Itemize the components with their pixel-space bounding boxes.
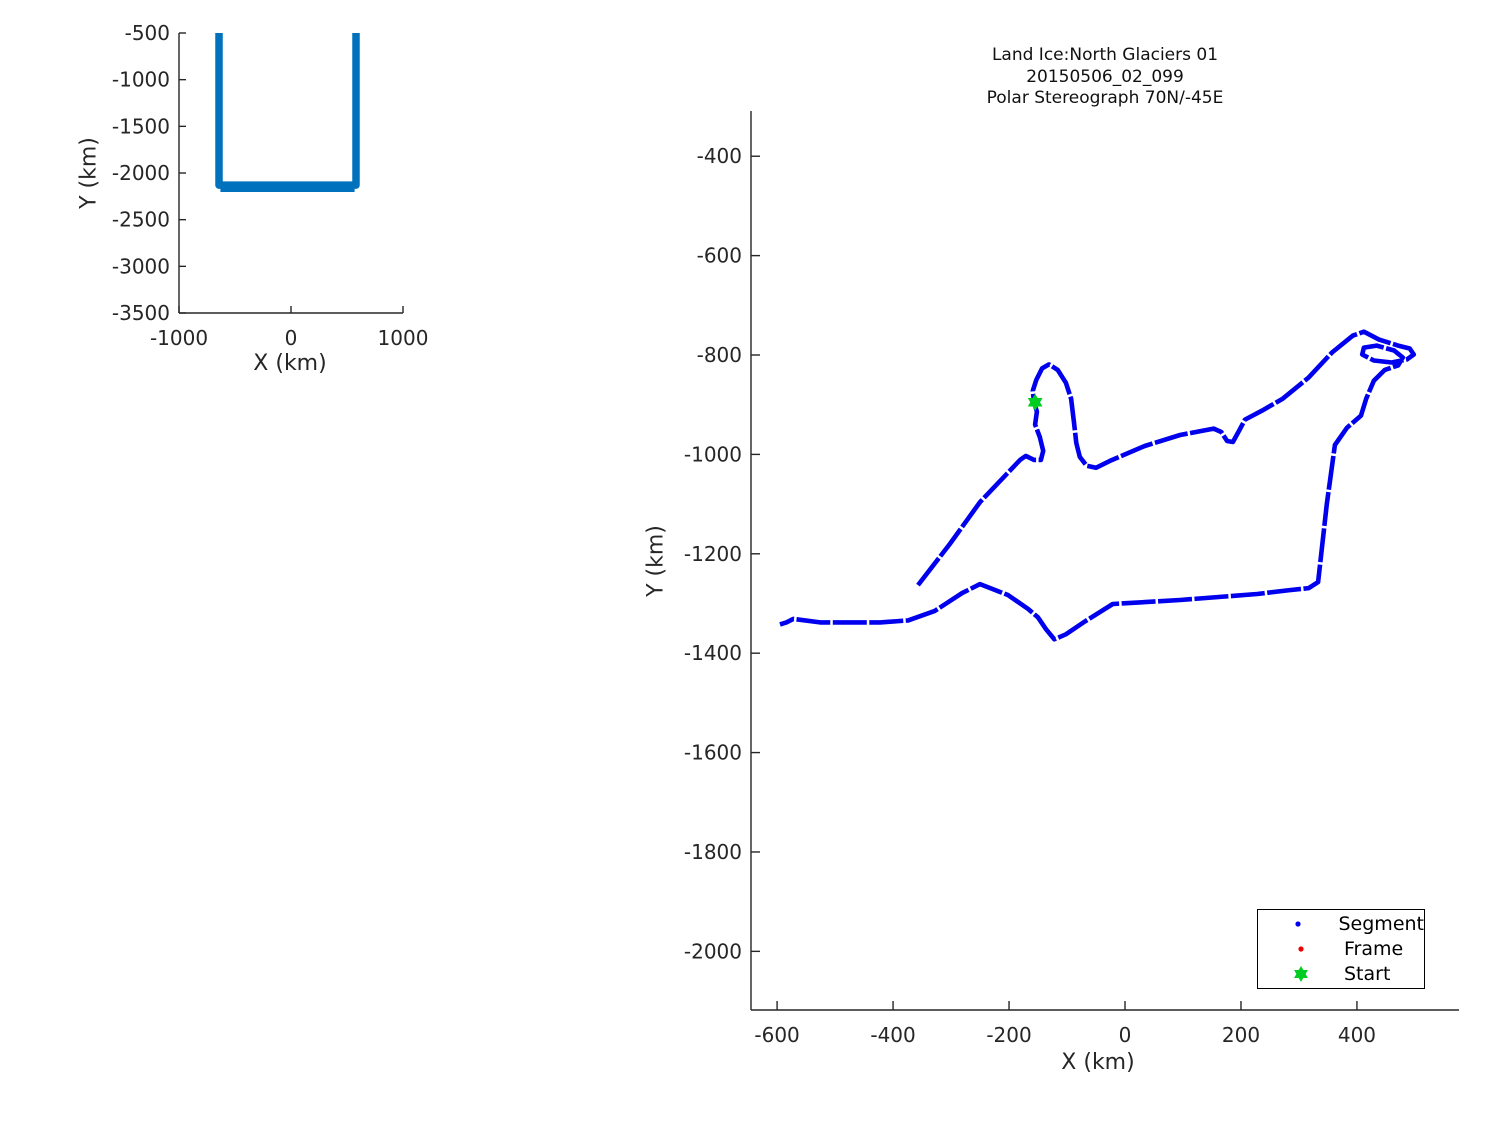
y-tick-label: -1000 xyxy=(112,68,170,92)
x-tick-label: 400 xyxy=(1338,1023,1376,1047)
frame-dot-icon xyxy=(1298,946,1304,952)
y-tick-label: -2500 xyxy=(112,208,170,232)
legend-label-segment: Segment xyxy=(1338,913,1425,936)
x-tick-label: -600 xyxy=(754,1023,799,1047)
start-star-icon xyxy=(1294,965,1308,982)
start-marker xyxy=(1027,393,1043,411)
y-tick-label: -400 xyxy=(697,144,742,168)
y-tick-label: -1500 xyxy=(112,114,170,138)
x-tick-label: 1000 xyxy=(378,326,429,350)
x-tick-label: 200 xyxy=(1222,1023,1260,1047)
x-tick-label: -400 xyxy=(870,1023,915,1047)
y-tick-label: -2000 xyxy=(112,161,170,185)
legend-dot xyxy=(1298,946,1304,952)
y-tick-label: -3500 xyxy=(112,301,170,325)
detail-title-line-3: Polar Stereograph 70N/-45E xyxy=(986,88,1224,108)
y-tick-label: -1000 xyxy=(684,442,742,466)
y-tick-label: -2000 xyxy=(684,939,742,963)
segment-dot-icon xyxy=(1295,921,1301,927)
overview-plot: -1000 0 1000 -500 -1000 -1500 -2000 -2500 -3000 -… xyxy=(112,21,429,350)
legend-item-start: Start xyxy=(1258,961,1424,986)
x-tick-label: 0 xyxy=(1119,1023,1132,1047)
legend-star xyxy=(1294,965,1308,982)
x-tick-label: -1000 xyxy=(150,326,208,350)
x-tick-label: 0 xyxy=(285,326,298,350)
y-tick-label: -1200 xyxy=(684,542,742,566)
legend-label-start: Start xyxy=(1344,962,1391,985)
segment-track-path xyxy=(779,329,1417,642)
overview-x-axis-label: X (km) xyxy=(253,351,327,376)
detail-x-axis-label: X (km) xyxy=(1061,1050,1135,1075)
detail-title-line-2: 20150506_02_099 xyxy=(1026,66,1184,87)
legend: Segment Frame Start xyxy=(1257,909,1425,989)
y-tick-label: -1800 xyxy=(684,840,742,864)
y-tick-label: -1400 xyxy=(684,641,742,665)
legend-dot xyxy=(1295,921,1301,927)
legend-label-frame: Frame xyxy=(1344,938,1404,960)
y-tick-label: -600 xyxy=(697,244,742,268)
y-tick-label: -800 xyxy=(697,343,742,367)
y-tick-label: -500 xyxy=(125,21,170,45)
x-tick-label: -200 xyxy=(986,1023,1031,1047)
full-mission-track-path xyxy=(215,33,360,189)
legend-item-segment: Segment xyxy=(1258,912,1424,937)
y-tick-label: -1600 xyxy=(684,741,742,765)
detail-title-line-1: Land Ice:North Glaciers 01 xyxy=(991,45,1219,65)
y-tick-label: -3000 xyxy=(112,254,170,278)
detail-plot-title: Land Ice:North Glaciers 01 20150506_02_0… xyxy=(987,45,1224,110)
detail-y-axis-label: Y (km) xyxy=(643,525,669,597)
detail-plot: -600 -400 -200 0 200 400-400-600-800-1000-120… xyxy=(684,111,1459,1047)
overview-y-axis-label: Y (km) xyxy=(76,137,102,209)
legend-item-frame: Frame xyxy=(1258,937,1424,962)
